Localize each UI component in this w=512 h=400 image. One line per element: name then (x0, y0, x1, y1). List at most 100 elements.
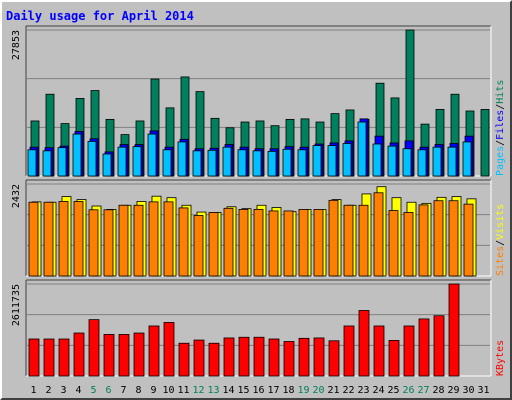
bar-pages (417, 149, 427, 177)
x-tick-label: 11 (177, 385, 189, 396)
x-tick-label: 26 (402, 385, 414, 396)
x-tick-label: 8 (135, 385, 141, 396)
x-tick-label: 24 (372, 385, 384, 396)
y-max-label-visits-sites: 2432 (11, 184, 22, 208)
bar-pages (87, 141, 97, 177)
legend-entry: Pages (495, 146, 506, 176)
bar-pages (57, 147, 67, 177)
bar-pages (402, 148, 412, 177)
x-tick-label: 25 (387, 385, 399, 396)
bar-pages (297, 149, 307, 177)
bar-sites (103, 209, 114, 277)
bar-pages (282, 148, 292, 177)
bar-kbytes (418, 318, 430, 377)
bar-pages (192, 150, 202, 177)
bar-kbytes (58, 338, 70, 377)
x-tick-label: 17 (267, 385, 279, 396)
bar-kbytes (283, 341, 295, 377)
bar-kbytes (193, 339, 205, 377)
bar-kbytes (28, 338, 40, 377)
bar-sites (253, 209, 264, 277)
bar-pages (72, 133, 82, 177)
bar-kbytes (253, 336, 265, 377)
bar-pages (102, 153, 112, 177)
x-tick-label: 27 (417, 385, 429, 396)
bar-sites (283, 210, 294, 277)
bar-pages (372, 143, 382, 177)
chart-title: Daily usage for April 2014 (6, 9, 194, 23)
x-tick-label: 16 (252, 385, 264, 396)
bar-pages (252, 150, 262, 177)
bar-kbytes (43, 338, 55, 377)
bar-sites (448, 200, 459, 277)
bar-kbytes (163, 322, 175, 377)
legend-entry: Visits (495, 204, 506, 240)
bar-kbytes (118, 334, 130, 377)
bar-kbytes (388, 340, 400, 377)
legend-entry: / (495, 104, 506, 110)
x-tick-label: 28 (432, 385, 444, 396)
legend-entry: Files (495, 110, 506, 140)
bar-pages (312, 145, 322, 177)
bar-pages (207, 149, 217, 177)
x-tick-label: 4 (75, 385, 81, 396)
bar-kbytes (448, 283, 460, 377)
x-tick-label: 12 (192, 385, 204, 396)
bar-pages (177, 141, 187, 177)
bar-kbytes (358, 310, 370, 377)
y-max-label-pages-files-hits: 27853 (11, 30, 22, 60)
bar-sites (28, 201, 39, 277)
bar-sites (298, 209, 309, 277)
bar-pages (447, 146, 457, 177)
bar-sites (133, 204, 144, 277)
bar-pages (327, 145, 337, 177)
bar-kbytes (298, 337, 310, 377)
bar-kbytes (148, 325, 160, 377)
bar-sites (118, 204, 129, 277)
bar-sites (358, 204, 369, 277)
bar-sites (88, 209, 99, 277)
legend-entry: Hits (495, 80, 506, 104)
x-tick-label: 18 (282, 385, 294, 396)
legend-visits-sites: Sites/Visits (495, 204, 506, 276)
legend-entry: / (495, 240, 506, 246)
bar-pages (462, 141, 472, 177)
y-max-label-kbytes: 2611735 (11, 284, 22, 326)
bar-kbytes (238, 336, 250, 377)
x-tick-label: 15 (237, 385, 249, 396)
bar-kbytes (73, 332, 85, 377)
legend-kbytes: KBytes (495, 340, 506, 376)
bar-pages (162, 149, 172, 177)
bar-pages (27, 149, 37, 177)
legend-entry: KBytes (495, 340, 506, 376)
x-tick-label: 14 (222, 385, 234, 396)
bar-kbytes (328, 340, 340, 377)
bar-sites (463, 203, 474, 277)
bar-sites (418, 204, 429, 277)
legend-entry: Sites (495, 246, 506, 276)
bar-pages (237, 149, 247, 177)
bar-kbytes (313, 337, 325, 377)
bar-sites (433, 200, 444, 277)
x-tick-label: 23 (357, 385, 369, 396)
bar-kbytes (88, 319, 100, 377)
bar-pages (42, 150, 52, 177)
bar-sites (178, 207, 189, 277)
bar-sites (313, 209, 324, 277)
bar-sites (148, 201, 159, 277)
bar-pages (342, 143, 352, 177)
bar-sites (73, 201, 84, 277)
x-tick-label: 5 (90, 385, 96, 396)
bar-kbytes (433, 315, 445, 377)
bar-pages (117, 146, 127, 177)
bar-sites (223, 207, 234, 277)
bar-sites (388, 210, 399, 277)
x-tick-label: 1 (30, 385, 36, 396)
x-tick-label: 10 (162, 385, 174, 396)
x-tick-label: 22 (342, 385, 354, 396)
bar-kbytes (403, 325, 415, 377)
bar-hits (480, 109, 490, 177)
bar-sites (268, 210, 279, 277)
bar-pages (432, 146, 442, 177)
